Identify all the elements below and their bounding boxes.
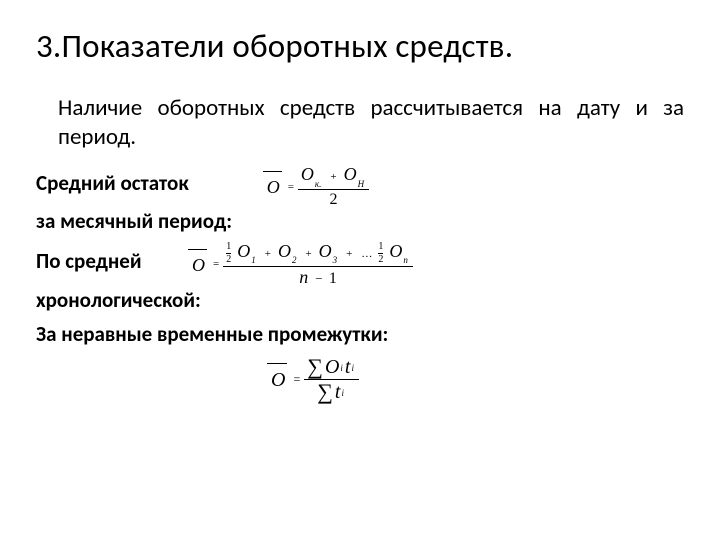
row-by-mean: По средней O = 12 O1 + O2 + O3 + … 12 [36, 242, 684, 288]
page-title: 3.Показатели оборотных средств. [36, 28, 684, 66]
plus-icon: + [265, 248, 271, 260]
f1-O-k: O [301, 164, 314, 184]
f3-den-sub-i: i [341, 389, 344, 399]
sigma-icon: ∑ [307, 356, 323, 378]
f2-sub1: 1 [251, 255, 256, 265]
f2-O3: O [319, 241, 332, 261]
f2-O1: O [237, 241, 250, 261]
dots-icon: … [361, 248, 372, 260]
minus-icon: − [315, 271, 326, 286]
f1-den: 2 [327, 191, 341, 209]
plus-icon: + [305, 248, 311, 260]
label-monthly-period: за месячный период: [36, 208, 684, 235]
f2-sub2: 2 [292, 255, 297, 265]
formula-2-lhs: O [192, 253, 205, 276]
intro-text: Наличие оборотных средств рассчитывается… [58, 94, 684, 152]
formula-3-lhs: O [271, 367, 285, 392]
label-unequal-intervals: За неравные временные промежутки: [36, 321, 684, 348]
label-chronological: хронологической: [36, 287, 684, 314]
f2-subn: n [403, 255, 408, 265]
f2-On: O [389, 241, 402, 261]
label-avg-balance: Средний остаток [36, 170, 189, 197]
equals-sign: = [293, 372, 300, 387]
f2-den-1: 1 [329, 270, 337, 287]
half-icon: 12 [226, 242, 231, 265]
f3-sub-i2: i [351, 364, 354, 374]
f1-sub-k: к. [315, 179, 321, 189]
half-icon: 12 [378, 242, 383, 265]
f1-O-n: O [344, 164, 357, 184]
label-by-mean: По средней [36, 248, 166, 275]
f3-sub-i1: i [340, 364, 343, 374]
equals-sign: = [288, 181, 294, 193]
plus-icon: + [330, 171, 336, 183]
sigma-icon: ∑ [317, 381, 333, 403]
equals-sign: = [213, 258, 219, 270]
formula-1: O = Oк. + OН 2 [267, 165, 369, 208]
formula-1-lhs: O [267, 175, 280, 198]
f1-sub-H: Н [358, 179, 365, 189]
f3-ti: t [345, 356, 351, 378]
formula-3: O = ∑ Oi ti ∑ ti [271, 356, 359, 403]
plus-icon: + [346, 248, 352, 260]
formula-2: O = 12 O1 + O2 + O3 + … 12 On [192, 242, 413, 288]
f2-sub3: 3 [333, 255, 338, 265]
f3-Oi: O [325, 356, 339, 378]
f2-den-n: n [299, 267, 308, 287]
f3-den-ti: t [335, 381, 341, 403]
row-avg-balance: Средний остаток O = Oк. + OН 2 [36, 165, 684, 208]
f2-O2: O [278, 241, 291, 261]
